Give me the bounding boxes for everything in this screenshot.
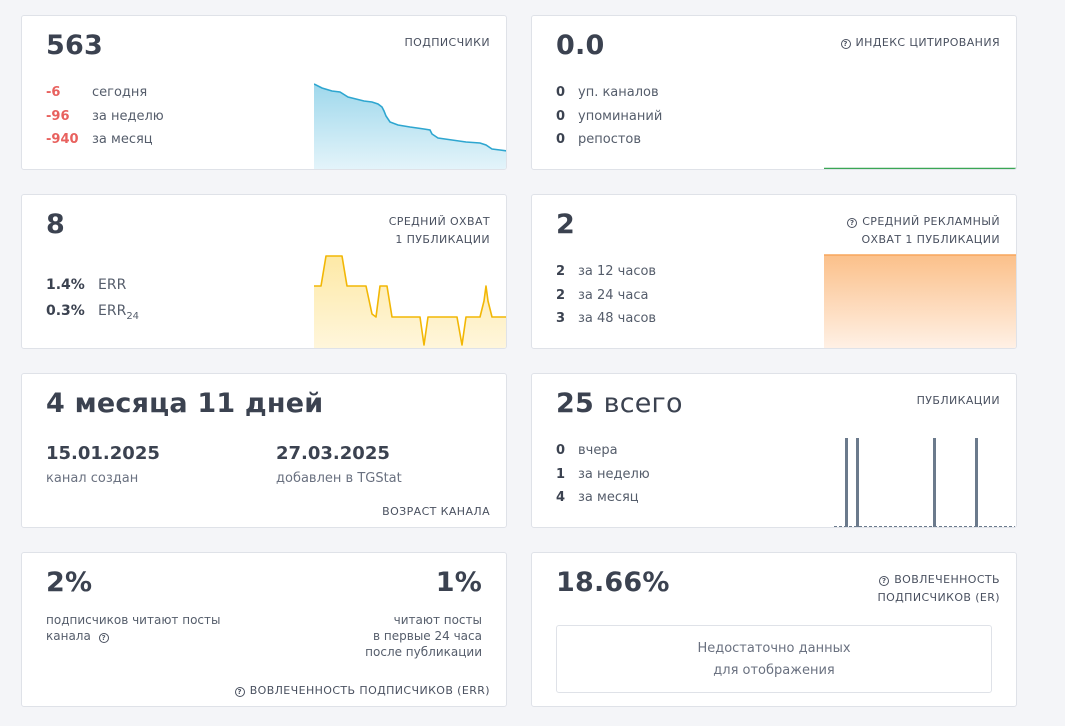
- question-icon[interactable]: ?: [234, 687, 245, 697]
- no-data-placeholder: Недостаточно данных для отображения: [556, 625, 992, 693]
- reach-card: 8 СРЕДНИЙ ОХВАТ 1 ПУБЛИКАЦИИ 1.4% ERR 0.3%…: [21, 194, 507, 349]
- created-label: канал создан: [46, 471, 139, 486]
- subscribers-row-month: -940 за месяц: [46, 132, 153, 147]
- question-icon[interactable]: ?: [840, 39, 851, 49]
- age-value: 4 месяца 11 дней: [46, 388, 324, 419]
- err-left-value: 2%: [46, 567, 93, 598]
- citation-row-reposts: 0 репостов: [556, 132, 642, 147]
- reach-row-err24: 0.3% ERR24: [46, 303, 140, 322]
- question-icon[interactable]: ?: [847, 218, 858, 228]
- err-right-value: 1%: [435, 567, 482, 598]
- err-card: 2% подписчиков читают посты канала ? 1% ч…: [21, 552, 507, 707]
- posts-row-yesterday: 0 вчера: [556, 443, 618, 458]
- subscribers-row-week: -96 за неделю: [46, 109, 164, 124]
- citation-row-mentions: 0 упоминаний: [556, 109, 663, 124]
- err-left-text: подписчиков читают посты канала ?: [46, 613, 221, 643]
- reach-value: 8: [46, 209, 65, 240]
- er-value: 18.66%: [556, 567, 670, 598]
- added-label: добавлен в TGStat: [276, 471, 402, 486]
- subscribers-row-today: -6 сегодня: [46, 85, 148, 100]
- citation-sparkline[interactable]: [824, 162, 1017, 170]
- er-card: 18.66% ? ВОВЛЕЧЕННОСТЬ ПОДПИСЧИКОВ (ER) Не…: [531, 552, 1017, 707]
- age-card: 4 месяца 11 дней 15.01.2025 канал создан…: [21, 373, 507, 528]
- created-date: 15.01.2025: [46, 443, 160, 464]
- subscribers-card: 563 ПОДПИСЧИКИ -6 сегодня -96 за неделю -9…: [21, 15, 507, 170]
- ad-reach-value: 2: [556, 209, 575, 240]
- ad-reach-row-48h: 3 за 48 часов: [556, 311, 657, 326]
- ad-reach-row-12h: 2 за 12 часов: [556, 264, 657, 279]
- citation-row-channels: 0 уп. каналов: [556, 85, 659, 100]
- reach-sparkline[interactable]: [314, 253, 507, 349]
- question-icon[interactable]: ?: [98, 633, 109, 643]
- posts-row-week: 1 за неделю: [556, 467, 650, 482]
- er-label[interactable]: ? ВОВЛЕЧЕННОСТЬ ПОДПИСЧИКОВ (ER): [877, 573, 1000, 604]
- subscribers-sparkline[interactable]: [314, 78, 507, 170]
- age-label: ВОЗРАСТ КАНАЛА: [382, 505, 490, 518]
- posts-row-month: 4 за месяц: [556, 490, 639, 505]
- citation-label[interactable]: ? ИНДЕКС ЦИТИРОВАНИЯ: [840, 34, 1000, 52]
- citation-card: 0.0 ? ИНДЕКС ЦИТИРОВАНИЯ 0 уп. каналов 0 уп…: [531, 15, 1017, 170]
- ad-reach-label[interactable]: ? СРЕДНИЙ РЕКЛАМНЫЙ ОХВАТ 1 ПУБЛИКАЦИИ: [847, 213, 1000, 249]
- reach-label[interactable]: СРЕДНИЙ ОХВАТ 1 ПУБЛИКАЦИИ: [388, 215, 490, 246]
- question-icon[interactable]: ?: [879, 576, 890, 586]
- added-date: 27.03.2025: [276, 443, 390, 464]
- subscribers-label[interactable]: ПОДПИСЧИКИ: [404, 36, 490, 49]
- reach-row-err: 1.4% ERR: [46, 277, 127, 293]
- ad-reach-row-24h: 2 за 24 часа: [556, 288, 649, 303]
- posts-value: 25 всего: [556, 388, 683, 419]
- citation-value: 0.0: [556, 30, 605, 61]
- posts-label[interactable]: ПУБЛИКАЦИИ: [916, 394, 1000, 407]
- err-right-text: читают посты в первые 24 часа после публик…: [365, 613, 482, 659]
- ad-reach-sparkline[interactable]: [824, 253, 1017, 349]
- subscribers-value: 563: [46, 30, 103, 61]
- err-label[interactable]: ? ВОВЛЕЧЕННОСТЬ ПОДПИСЧИКОВ (ERR): [234, 682, 490, 700]
- posts-sparkline[interactable]: [832, 436, 1015, 528]
- ad-reach-card: 2 ? СРЕДНИЙ РЕКЛАМНЫЙ ОХВАТ 1 ПУБЛИКАЦИИ 2…: [531, 194, 1017, 349]
